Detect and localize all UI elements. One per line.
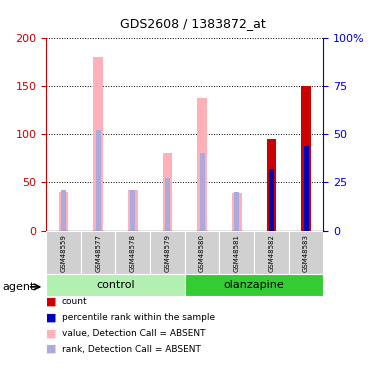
Text: GSM48579: GSM48579 [164,234,171,272]
Bar [165,178,170,231]
Bar [200,153,204,231]
Text: count: count [62,297,87,306]
Bar [46,231,81,274]
Bar [232,193,242,231]
Text: ■: ■ [46,344,57,354]
Text: value, Detection Call = ABSENT: value, Detection Call = ABSENT [62,329,205,338]
Bar [219,231,254,274]
Text: GSM48559: GSM48559 [60,234,67,272]
Bar [128,190,138,231]
Bar [254,231,289,274]
Text: GSM48578: GSM48578 [130,234,136,272]
Text: GSM48580: GSM48580 [199,234,205,272]
Bar [289,231,323,274]
Text: agent: agent [2,282,34,292]
Text: GSM48582: GSM48582 [268,234,275,272]
Bar [131,190,135,231]
Bar [304,144,308,231]
Text: percentile rank within the sample: percentile rank within the sample [62,313,215,322]
Bar [197,98,207,231]
Bar [301,86,311,231]
Bar [304,146,308,231]
Text: olanzapine: olanzapine [224,280,285,290]
Text: GDS2608 / 1383872_at: GDS2608 / 1383872_at [120,17,265,30]
Text: ■: ■ [46,328,57,338]
Bar [59,192,69,231]
Text: GSM48577: GSM48577 [95,234,101,272]
Bar [269,169,274,231]
Bar [162,153,172,231]
Bar [150,231,185,274]
Text: ■: ■ [46,297,57,307]
Bar [266,139,276,231]
Bar [81,231,116,274]
Bar [116,231,150,274]
Bar [185,231,219,274]
Bar [185,274,323,296]
Text: control: control [96,280,135,290]
Bar [96,130,100,231]
Text: GSM48581: GSM48581 [234,234,240,272]
Bar [93,57,103,231]
Text: rank, Detection Call = ABSENT: rank, Detection Call = ABSENT [62,345,201,354]
Text: GSM48583: GSM48583 [303,234,309,272]
Bar [234,192,239,231]
Text: ■: ■ [46,313,57,322]
Bar [61,190,66,231]
Bar [46,274,185,296]
